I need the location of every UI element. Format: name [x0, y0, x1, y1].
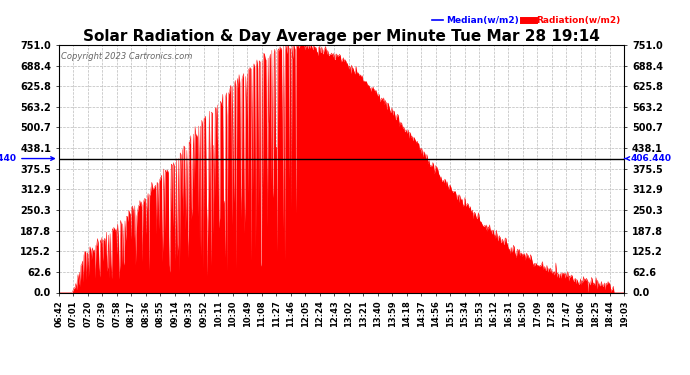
- Text: 406.440: 406.440: [0, 154, 55, 163]
- Title: Solar Radiation & Day Average per Minute Tue Mar 28 19:14: Solar Radiation & Day Average per Minute…: [83, 29, 600, 44]
- Text: 406.440: 406.440: [624, 154, 671, 163]
- Text: Copyright 2023 Cartronics.com: Copyright 2023 Cartronics.com: [61, 53, 193, 62]
- Legend: Median(w/m2), Radiation(w/m2): Median(w/m2), Radiation(w/m2): [428, 13, 624, 29]
